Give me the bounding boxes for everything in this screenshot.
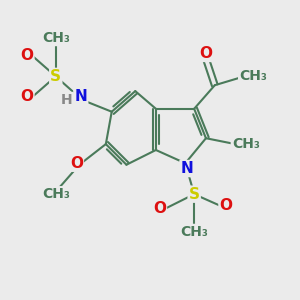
Text: O: O	[220, 198, 232, 213]
Text: O: O	[20, 89, 33, 104]
Text: CH₃: CH₃	[239, 69, 267, 83]
Text: H: H	[61, 93, 73, 107]
Text: S: S	[189, 187, 200, 202]
Text: CH₃: CH₃	[42, 187, 70, 201]
Text: O: O	[70, 156, 83, 171]
Text: O: O	[20, 48, 33, 63]
Text: S: S	[50, 69, 61, 84]
Text: O: O	[153, 201, 166, 216]
Text: CH₃: CH₃	[180, 225, 208, 239]
Text: N: N	[74, 89, 87, 104]
Text: O: O	[200, 46, 212, 61]
Text: CH₃: CH₃	[232, 137, 260, 151]
Text: N: N	[180, 161, 193, 176]
Text: CH₃: CH₃	[42, 31, 70, 45]
